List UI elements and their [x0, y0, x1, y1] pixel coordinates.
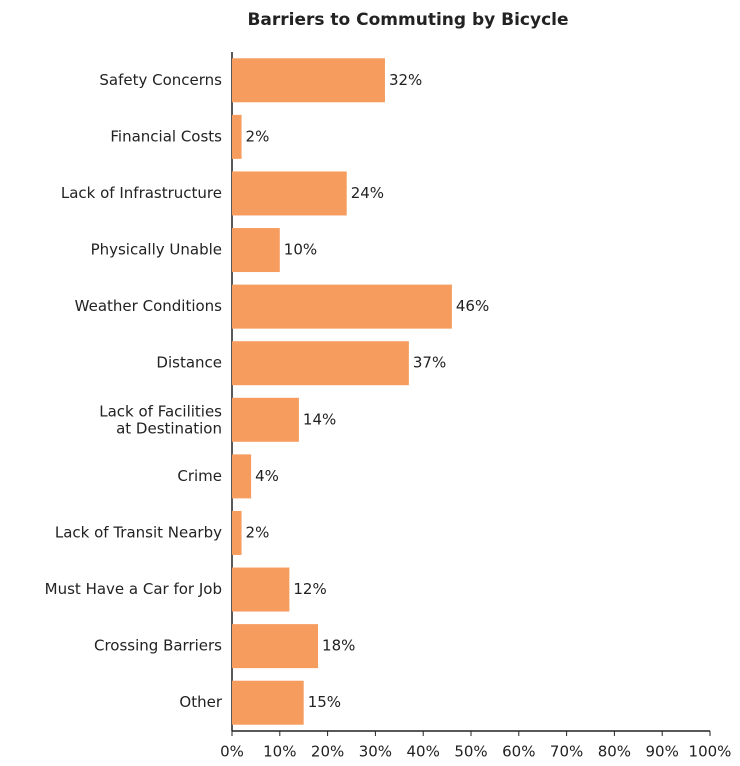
value-label: 18% [322, 637, 355, 655]
value-label: 14% [303, 410, 336, 428]
y-tick-label: Crime [177, 467, 222, 485]
x-tick-label: 50% [454, 743, 487, 761]
chart-title: Barriers to Commuting by Bicycle [247, 10, 568, 30]
y-tick-label: Safety Concerns [99, 71, 222, 89]
bar [232, 58, 385, 103]
bar [232, 624, 319, 669]
y-tick-label: Lack of Infrastructure [61, 184, 222, 202]
y-tick-label: Lack of Facilities at Destination [99, 402, 222, 437]
bar [232, 454, 252, 499]
x-tick-label: 60% [502, 743, 535, 761]
value-label: 15% [308, 693, 341, 711]
value-label: 10% [284, 241, 317, 259]
value-label: 37% [413, 354, 446, 372]
bar [232, 284, 452, 329]
y-tick-label: Distance [156, 354, 222, 372]
value-label: 32% [389, 71, 422, 89]
x-tick-label: 80% [598, 743, 631, 761]
value-label: 46% [456, 297, 489, 315]
bar [232, 341, 409, 386]
value-label: 24% [351, 184, 384, 202]
x-tick-label: 90% [646, 743, 679, 761]
bar [232, 114, 242, 159]
value-label: 12% [293, 580, 326, 598]
bar [232, 680, 304, 725]
value-label: 2% [246, 127, 270, 145]
bar [232, 171, 347, 216]
y-tick-label: Other [179, 693, 222, 711]
x-tick-label: 10% [263, 743, 296, 761]
x-tick-label: 70% [550, 743, 583, 761]
y-tick-label: Financial Costs [110, 127, 222, 145]
bar [232, 397, 299, 442]
bar [232, 510, 242, 555]
x-tick-label: 40% [407, 743, 440, 761]
y-tick-label: Physically Unable [91, 241, 222, 259]
x-tick-label: 20% [311, 743, 344, 761]
x-tick-label: 100% [689, 743, 732, 761]
bar [232, 228, 280, 273]
y-tick-label: Weather Conditions [75, 297, 223, 315]
y-tick-label: Lack of Transit Nearby [55, 523, 222, 541]
x-tick-label: 30% [359, 743, 392, 761]
y-tick-label: Must Have a Car for Job [45, 580, 222, 598]
bar [232, 567, 290, 612]
x-tick-label: 0% [220, 743, 244, 761]
y-tick-label: Crossing Barriers [94, 637, 222, 655]
value-label: 4% [255, 467, 279, 485]
value-label: 2% [246, 523, 270, 541]
